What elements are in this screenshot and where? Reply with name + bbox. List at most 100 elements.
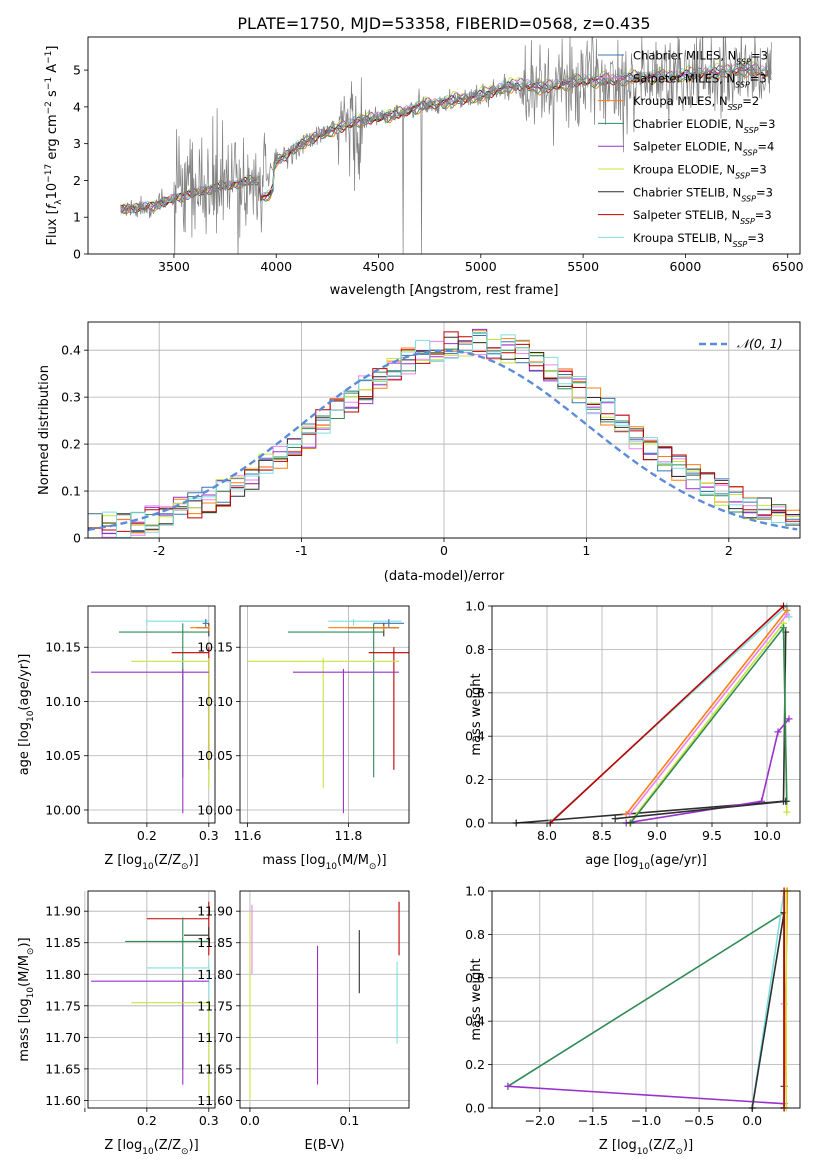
mass-weight-marker: [785, 715, 793, 723]
mass-vs-metallicity-panel: 0.2 0.3 11.60 11.65 11.70 11.75 11.80 11.85 11.9…: [17, 890, 219, 1157]
y-tick-label: 3: [73, 136, 81, 151]
x-tick-label: 8.0: [537, 828, 557, 843]
y-axis-label: mass [log10(M/M⊙)]: [17, 937, 36, 1061]
y-tick-label: 11.75: [45, 998, 81, 1013]
mass-weight-line: [626, 718, 790, 824]
spectrum-panel: 3500 4000 4500 5000 5500 6000 6500 0 1 2 3 4 5 wavele…: [44, 36, 804, 298]
x-tick-label: 9.5: [702, 828, 722, 843]
y-tick-label: 11.85: [197, 935, 233, 950]
y-axis-label: age [log10(age/yr)]: [17, 654, 36, 776]
x-tick-label: 2: [725, 543, 733, 558]
x-tick-label: 0.3: [199, 828, 219, 843]
y-tick-label: 0.4: [465, 1014, 485, 1029]
legend-label: Chabrier MILES, NSSP=3: [633, 49, 768, 67]
y-tick-label: 0.1: [61, 484, 81, 499]
y-tick-label: 0.4: [465, 729, 485, 744]
mass-weight-line: [751, 912, 785, 1109]
axes-frame: [491, 605, 801, 824]
axes-frame: [239, 890, 410, 1109]
mass-weight-line: [507, 1085, 785, 1105]
legend-label: 𝒩(0, 1): [737, 336, 783, 351]
y-tick-label: 11.65: [197, 1061, 233, 1076]
x-axis-label: (data-model)/error: [384, 569, 505, 584]
mass-weight-marker: [783, 611, 791, 619]
age-vs-metallicity-panel: 0.2 0.3 10.00 10.05 10.10 10.15 Z [log10(Z/Z⊙)…: [17, 605, 219, 872]
y-tick-label: 4: [73, 99, 81, 114]
mass-weight-marker: [783, 808, 791, 816]
y-tick-label: 0.2: [61, 437, 81, 452]
x-tick-label: 6000: [670, 259, 702, 274]
y-tick-label: 11.75: [197, 998, 233, 1013]
age-vs-mass-panel: 11.6 11.8 10.00 10.05 10.10 10.15 mass [log10(…: [197, 605, 410, 872]
y-tick-label: 10.15: [197, 640, 233, 655]
y-tick-label: 11.85: [45, 935, 81, 950]
x-tick-label: 0.0: [240, 1113, 260, 1128]
x-tick-label: -2: [153, 543, 165, 558]
x-tick-label: 5000: [465, 259, 497, 274]
y-tick-label: 5: [73, 63, 81, 78]
x-tick-label: 11.8: [335, 828, 363, 843]
observed-spectrum-line: [120, 37, 772, 254]
legend-label: Salpeter STELIB, NSSP=3: [633, 208, 772, 226]
x-tick-label: −1.0: [631, 1113, 661, 1128]
x-tick-label: 4500: [363, 259, 395, 274]
y-tick-label: 1.0: [465, 884, 485, 899]
y-axis-label: Normed distribution: [37, 365, 52, 495]
mass-weight-marker: [782, 797, 790, 805]
mass-weight-marker: [780, 624, 787, 632]
x-tick-label: 9.0: [647, 828, 667, 843]
y-tick-label: 11.60: [197, 1093, 233, 1108]
mass-vs-extinction-panel: 0.0 0.1 11.60 11.65 11.70 11.75 11.80 11.85 11.9…: [197, 890, 410, 1153]
mass-weight-line: [625, 609, 788, 815]
histogram-step: [88, 331, 800, 538]
x-tick-label: 0.0: [742, 1113, 762, 1128]
mass-weight-vs-metallicity-panel: −2.0 −1.5 −1.0 −0.5 0.0 0.0 0.2 0.4 0.6 0.8 1.0 Z […: [465, 884, 801, 1157]
x-tick-label: 1: [582, 543, 590, 558]
y-tick-label: 10.10: [45, 694, 81, 709]
x-tick-label: 11.6: [234, 828, 262, 843]
y-tick-label: 0.6: [465, 685, 485, 700]
y-tick-label: 10.15: [45, 640, 81, 655]
y-tick-label: 0.8: [465, 642, 485, 657]
legend-label: Salpeter ELODIE, NSSP=4: [633, 140, 774, 158]
residual-histogram-panel: -2 -1 0 1 2 0 0.1 0.2 0.3 0.4 (data-model)/error No…: [37, 321, 801, 584]
y-tick-label: 10.10: [197, 694, 233, 709]
x-tick-label: -1: [295, 543, 307, 558]
mass-weight-marker: [774, 728, 782, 736]
y-tick-label: 0: [73, 247, 81, 262]
axes-frame: [87, 36, 801, 255]
y-tick-label: 11.65: [45, 1061, 81, 1076]
x-tick-label: −1.5: [578, 1113, 608, 1128]
x-axis-label: mass [log10(M/M⊙)]: [262, 853, 386, 872]
legend-label: Kroupa ELODIE, NSSP=3: [633, 163, 767, 181]
x-tick-label: −0.5: [684, 1113, 714, 1128]
axes-frame: [87, 605, 216, 824]
y-tick-label: 0.3: [61, 390, 81, 405]
y-axis-label: Flux [fλ10−17 erg cm−2 s−1 A−1]: [44, 46, 64, 246]
legend-label: Salpeter MILES, NSSP=3: [633, 71, 767, 89]
y-tick-label: 11.70: [45, 1030, 81, 1045]
y-tick-label: 0.2: [465, 1057, 485, 1072]
x-axis-label: Z [log10(Z/Z⊙)]: [104, 1138, 198, 1157]
legend-label: Chabrier ELODIE, NSSP=3: [633, 117, 775, 134]
y-tick-label: 0: [73, 531, 81, 546]
x-tick-label: 3500: [158, 259, 190, 274]
x-axis-label: Z [log10(Z/Z⊙)]: [599, 1138, 693, 1157]
x-tick-label: 5500: [567, 259, 599, 274]
legend-label: Chabrier STELIB, NSSP=3: [633, 185, 773, 203]
y-tick-label: 11.80: [197, 967, 233, 982]
mass-weight-line: [549, 605, 785, 824]
mass-weight-marker: [504, 1082, 512, 1090]
x-axis-label: wavelength [Angstrom, rest frame]: [330, 283, 559, 298]
x-axis-label: age [log10(age/yr)]: [585, 853, 707, 872]
y-tick-label: 11.90: [197, 904, 233, 919]
y-tick-label: 11.60: [45, 1093, 81, 1108]
x-tick-label: 0.2: [137, 1113, 157, 1128]
mass-weight-line: [628, 614, 788, 815]
y-tick-label: 0.0: [465, 1101, 485, 1116]
x-axis-label: Z [log10(Z/Z⊙)]: [104, 853, 198, 872]
legend-label: Kroupa MILES, NSSP=2: [633, 94, 759, 112]
y-tick-label: 10.00: [197, 802, 233, 817]
axes-frame: [239, 605, 410, 824]
